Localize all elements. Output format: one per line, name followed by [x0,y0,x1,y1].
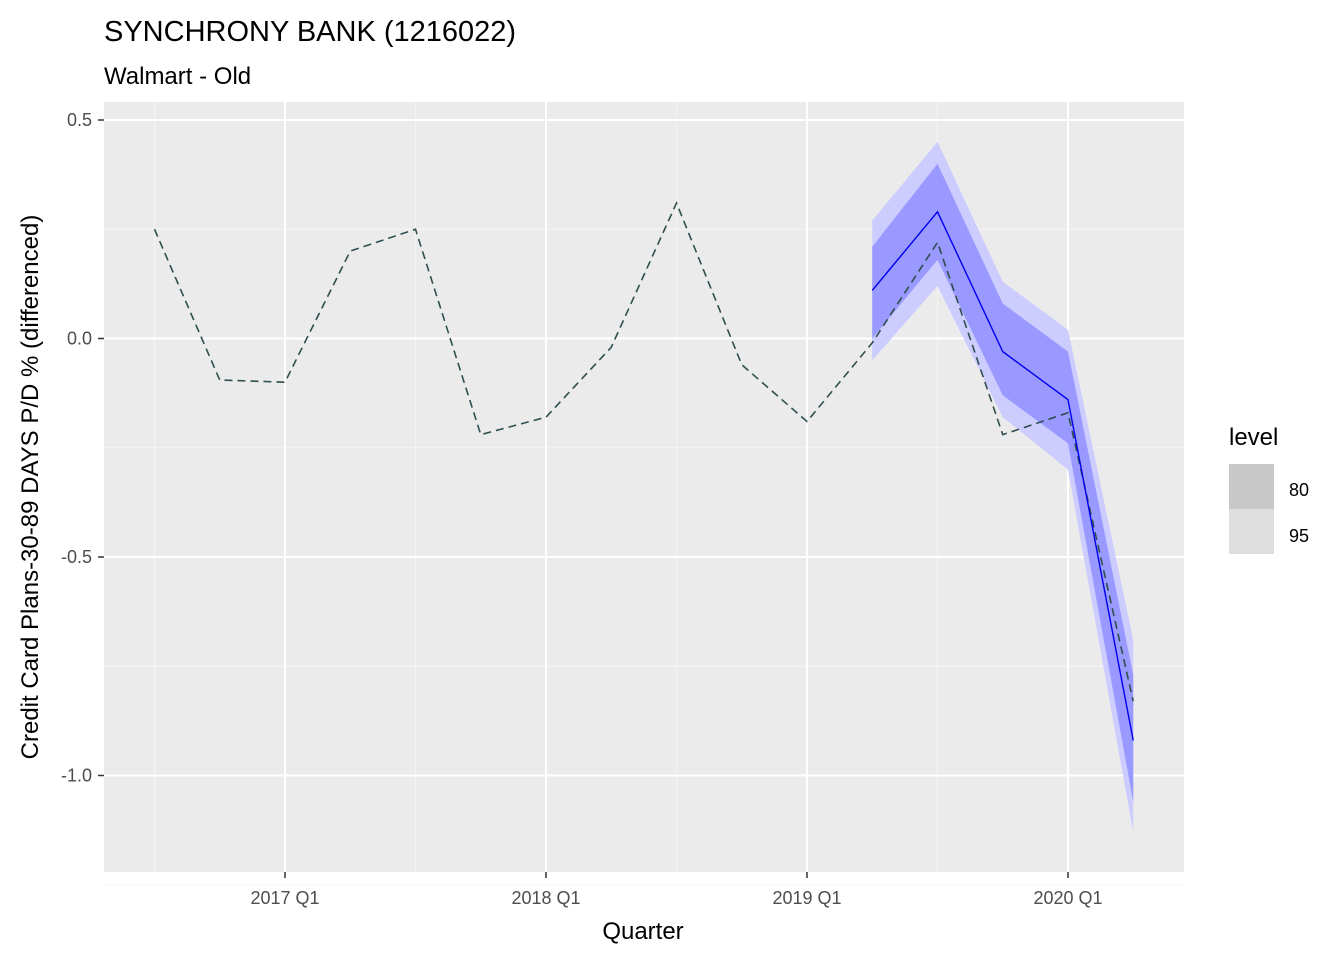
x-axis: 2017 Q1 2018 Q1 2019 Q1 2020 Q1 [250,872,1103,908]
chart-title: SYNCHRONY BANK (1216022) [104,16,516,48]
y-tick-label: 0.0 [67,329,92,349]
legend-label-95: 95 [1289,526,1309,546]
x-tick-label: 2018 Q1 [511,888,580,908]
y-axis-title: Credit Card Plans-30-89 DAYS P/D % (diff… [17,215,44,760]
legend-key-95 [1229,509,1274,554]
chart-subtitle: Walmart - Old [104,63,251,90]
legend-title: level [1229,424,1278,451]
forecast-series-line [871,210,1134,741]
y-axis: 0.5 0.0 -0.5 -1.0 [61,110,104,786]
x-tick-label: 2020 Q1 [1033,888,1102,908]
confidence-bands [872,141,1134,833]
legend-key-80 [1229,464,1274,509]
series-lines [153,200,1135,741]
y-tick-label: -1.0 [61,766,92,786]
band-80 [872,163,1134,802]
x-axis-title: Quarter [602,918,683,945]
legend: level 80 95 [1229,424,1309,554]
x-tick-label: 2017 Q1 [250,888,319,908]
y-tick-label: 0.5 [67,110,92,130]
x-tick-label: 2019 Q1 [772,888,841,908]
legend-label-80: 80 [1289,480,1309,500]
y-tick-label: -0.5 [61,547,92,567]
plot-panel [104,102,1184,872]
actual-series-line [153,200,1135,702]
